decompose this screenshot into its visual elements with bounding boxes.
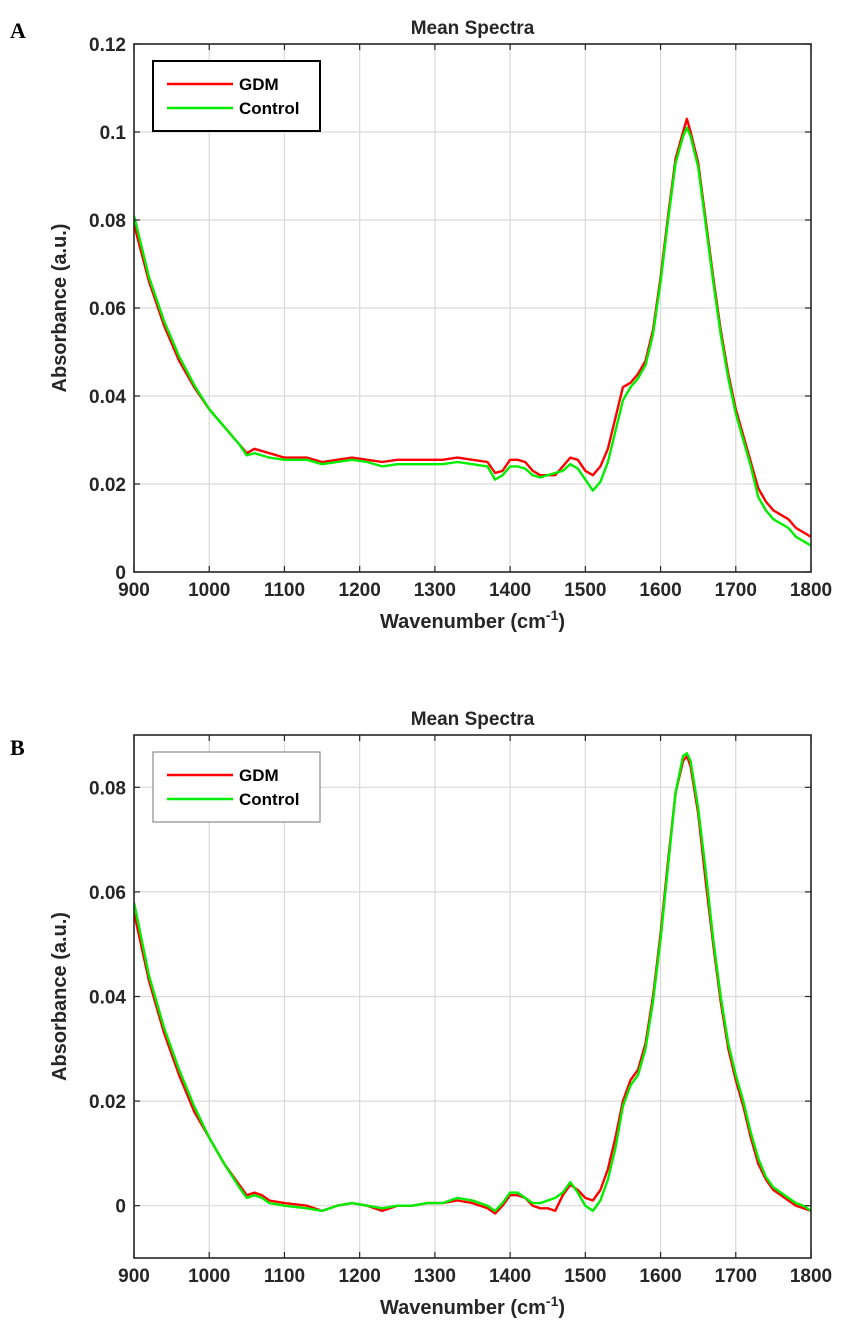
legend: GDM Control: [152, 751, 321, 823]
x-tick-label: 1600: [639, 1266, 681, 1287]
legend-label-control: Control: [239, 99, 299, 118]
y-tick-label: 0.02: [89, 1092, 126, 1113]
legend: GDM Control: [152, 60, 321, 132]
chart-panel-b: B Mean Spectra 900 1000 1100 1200 1300 1400 1500…: [10, 709, 832, 1319]
x-tick-label: 1200: [339, 1266, 381, 1287]
y-tick-label: 0.08: [89, 778, 126, 799]
y-tick-label: 0.04: [89, 988, 126, 1009]
y-tick-label: 0: [115, 1197, 126, 1218]
panel-letter: A: [10, 18, 26, 43]
x-tick-label: 1400: [489, 1266, 531, 1287]
x-tick-label: 1100: [264, 1266, 305, 1287]
x-tick-label: 1300: [414, 1266, 456, 1287]
x-tick-label: 1400: [489, 580, 531, 601]
x-axis-label: Wavenumber (cm-1): [380, 607, 565, 633]
y-tick-label: 0.04: [89, 387, 126, 408]
x-tick-label: 1600: [639, 580, 681, 601]
y-tick-label: 0: [115, 563, 126, 584]
x-tick-label: 900: [118, 1266, 150, 1287]
x-tick-label: 1300: [414, 580, 456, 601]
x-tick-label: 1800: [790, 580, 832, 601]
x-tick-label: 1000: [188, 580, 230, 601]
chart-panel-a: A Mean Spectra 900 1000 1100 1200 1300 1400 1500…: [10, 18, 832, 633]
series-line-control: [134, 752, 811, 1213]
legend-label-gdm: GDM: [239, 766, 279, 785]
chart-title: Mean Spectra: [411, 709, 535, 730]
y-axis-label: Absorbance (a.u.): [49, 912, 71, 1081]
x-tick-label: 1100: [264, 580, 305, 601]
x-tick-label: 1800: [790, 1266, 832, 1287]
y-tick-label: 0.02: [89, 475, 126, 496]
y-tick-label: 0.12: [89, 35, 126, 56]
x-tick-label: 1200: [339, 580, 381, 601]
x-tick-label: 1700: [715, 1266, 757, 1287]
x-tick-label: 1000: [188, 1266, 230, 1287]
y-axis-label: Absorbance (a.u.): [49, 224, 71, 393]
series-line-gdm: [134, 117, 811, 538]
x-axis-label: Wavenumber (cm-1): [380, 1293, 565, 1319]
legend-label-gdm: GDM: [239, 75, 279, 94]
series-line-gdm: [134, 754, 811, 1215]
x-tick-label: 1500: [564, 580, 606, 601]
panel-letter: B: [10, 735, 25, 760]
legend-box: [152, 751, 321, 823]
series-line-control: [134, 126, 811, 547]
y-tick-label: 0.06: [89, 299, 126, 320]
chart-title: Mean Spectra: [411, 18, 535, 39]
x-tick-label: 1500: [564, 1266, 606, 1287]
x-tick-label: 1700: [715, 580, 757, 601]
y-tick-label: 0.06: [89, 883, 126, 904]
y-tick-label: 0.08: [89, 211, 126, 232]
y-tick-label: 0.1: [100, 123, 127, 144]
legend-box: [152, 60, 321, 132]
x-tick-label: 900: [118, 580, 150, 601]
legend-label-control: Control: [239, 790, 299, 809]
